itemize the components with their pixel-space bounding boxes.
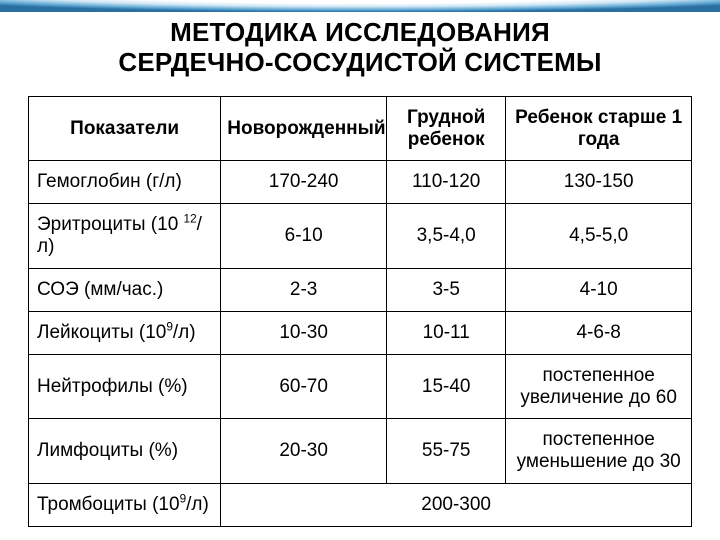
param-cell: СОЭ (мм/час.) <box>29 269 221 312</box>
value-cell: 6-10 <box>221 204 387 269</box>
value-cell: 3,5-4,0 <box>387 204 506 269</box>
col-header-infant: Грудной ребенок <box>387 96 506 161</box>
parameters-table: Показатели Новорожденный Грудной ребенок… <box>28 96 692 527</box>
table-body: Гемоглобин (г/л)170-240110-120130-150Эри… <box>29 161 692 526</box>
value-cell: 4,5-5,0 <box>506 204 692 269</box>
table-row: Гемоглобин (г/л)170-240110-120130-150 <box>29 161 692 204</box>
table-row: Нейтрофилы (%)60-7015-40постепенное увел… <box>29 354 692 419</box>
value-cell: 10-11 <box>387 311 506 354</box>
param-cell: Лимфоциты (%) <box>29 419 221 484</box>
value-cell: 10-30 <box>221 311 387 354</box>
value-cell: 20-30 <box>221 419 387 484</box>
table-header-row: Показатели Новорожденный Грудной ребенок… <box>29 96 692 161</box>
value-cell: 3-5 <box>387 269 506 312</box>
title-line-1: МЕТОДИКА ИССЛЕДОВАНИЯ <box>170 17 550 47</box>
col-header-older: Ребенок старше 1 года <box>506 96 692 161</box>
value-cell: 130-150 <box>506 161 692 204</box>
top-banner <box>0 0 720 12</box>
table-row: СОЭ (мм/час.)2-33-54-10 <box>29 269 692 312</box>
value-cell: 4-6-8 <box>506 311 692 354</box>
value-cell: постепенное уменьшение до 30 <box>506 419 692 484</box>
value-cell: 15-40 <box>387 354 506 419</box>
param-cell: Гемоглобин (г/л) <box>29 161 221 204</box>
value-cell-span: 200-300 <box>221 484 692 527</box>
value-cell: постепенное увеличение до 60 <box>506 354 692 419</box>
slide-page: МЕТОДИКА ИССЛЕДОВАНИЯ СЕРДЕЧНО-СОСУДИСТО… <box>0 0 720 539</box>
table-row: Эритроциты (10 12/л)6-103,5-4,04,5-5,0 <box>29 204 692 269</box>
value-cell: 60-70 <box>221 354 387 419</box>
col-header-param: Показатели <box>29 96 221 161</box>
table-row: Лимфоциты (%)20-3055-75постепенное умень… <box>29 419 692 484</box>
table-row: Тромбоциты (109/л)200-300 <box>29 484 692 527</box>
value-cell: 110-120 <box>387 161 506 204</box>
col-header-newborn: Новорожденный <box>221 96 387 161</box>
param-cell: Тромбоциты (109/л) <box>29 484 221 527</box>
param-cell: Нейтрофилы (%) <box>29 354 221 419</box>
value-cell: 170-240 <box>221 161 387 204</box>
param-cell: Эритроциты (10 12/л) <box>29 204 221 269</box>
value-cell: 4-10 <box>506 269 692 312</box>
title-line-2: СЕРДЕЧНО-СОСУДИСТОЙ СИСТЕМЫ <box>118 47 601 77</box>
value-cell: 55-75 <box>387 419 506 484</box>
value-cell: 2-3 <box>221 269 387 312</box>
param-cell: Лейкоциты (109/л) <box>29 311 221 354</box>
page-title: МЕТОДИКА ИССЛЕДОВАНИЯ СЕРДЕЧНО-СОСУДИСТО… <box>28 18 692 78</box>
table-row: Лейкоциты (109/л)10-3010-114-6-8 <box>29 311 692 354</box>
